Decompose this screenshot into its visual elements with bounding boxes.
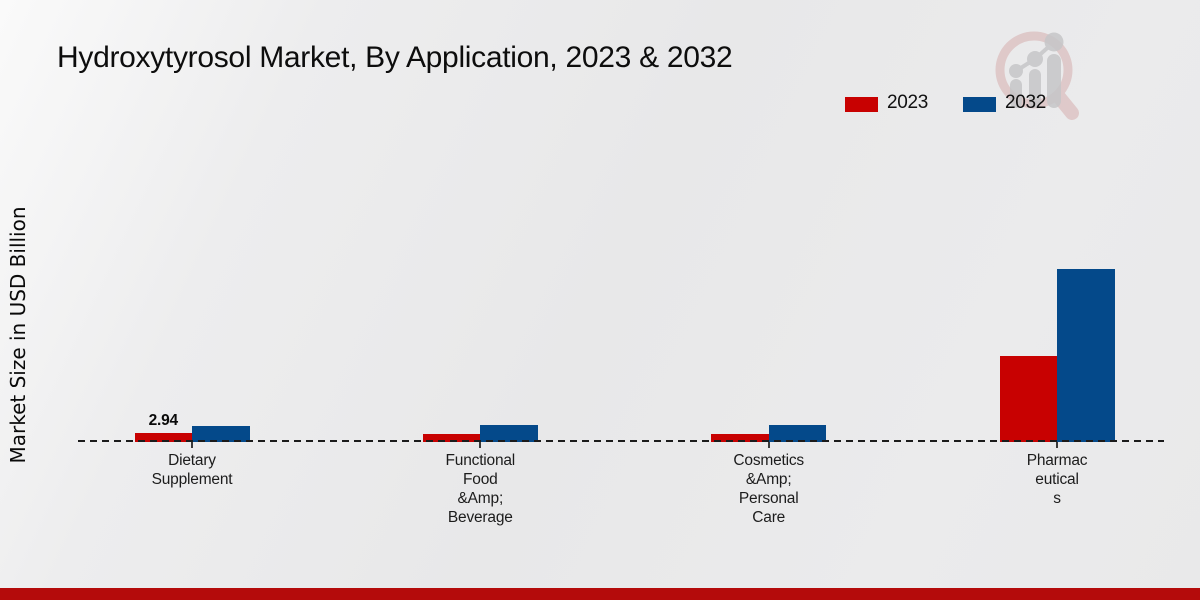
- bar-2023-cosmetics-amp-personal-care: [711, 434, 769, 442]
- bar-2023-pharmaceuticals: [999, 356, 1057, 442]
- bar-2023-functional-food-amp-beverage: [422, 433, 481, 442]
- bar-2032-pharmaceuticals: [1057, 269, 1115, 442]
- x-tick-dietary-supplement: [191, 442, 193, 448]
- bar-2032-dietary-supplement: [192, 425, 250, 442]
- x-category-label-functional-food-amp-beverage: Functional Food &Amp; Beverage: [445, 452, 516, 526]
- watermark-logo: [993, 28, 1085, 127]
- legend-label-2032: 2032: [1005, 92, 1047, 113]
- x-tick-cosmetics-amp-personal-care: [767, 442, 770, 448]
- x-axis-dashed-baseline: [78, 440, 1164, 442]
- bar-value-label-dietary-supplement-2023: 2.94: [148, 412, 179, 430]
- bar-2023-dietary-supplement: [134, 433, 192, 442]
- bar-2032-functional-food-amp-beverage: [480, 424, 538, 442]
- bar-2032-cosmetics-amp-personal-care: [768, 425, 827, 442]
- legend-label-2023: 2023: [887, 92, 929, 113]
- x-category-label-pharmaceuticals: Pharmac eutical s: [1026, 452, 1088, 507]
- magnifier-bar-chart-icon: [995, 31, 1079, 120]
- legend-swatch-2032: [963, 97, 996, 112]
- footer-red-strip: [0, 588, 1200, 600]
- chart-title: Hydroxytyrosol Market, By Application, 2…: [57, 41, 733, 74]
- x-category-label-cosmetics-amp-personal-care: Cosmetics &Amp; Personal Care: [733, 452, 804, 526]
- x-category-label-dietary-supplement: Dietary Supplement: [151, 452, 233, 488]
- legend-swatch-2023: [845, 97, 878, 112]
- x-tick-pharmaceuticals: [1056, 442, 1058, 448]
- x-tick-functional-food-amp-beverage: [479, 442, 482, 448]
